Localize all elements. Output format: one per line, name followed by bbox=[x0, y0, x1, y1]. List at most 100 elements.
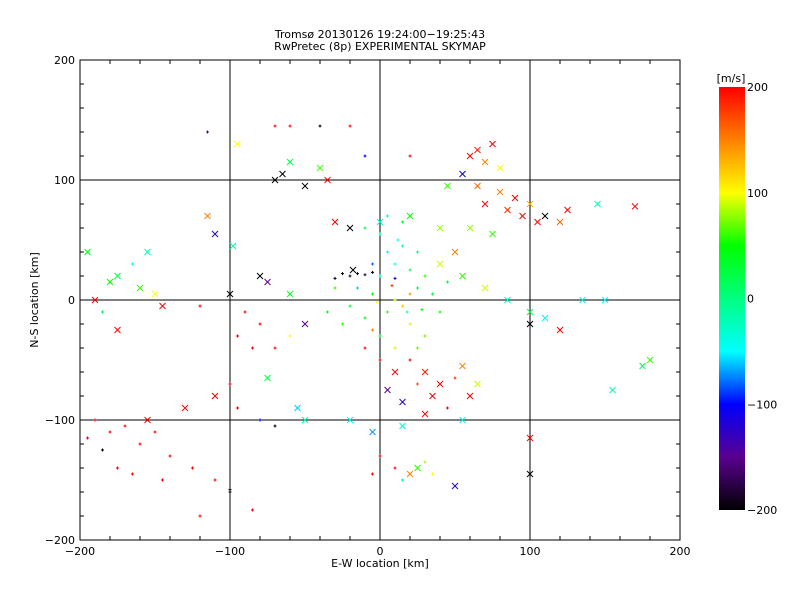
data-point-dot bbox=[371, 328, 374, 332]
data-point-dot bbox=[453, 376, 457, 380]
data-point-cross bbox=[316, 164, 324, 172]
data-point-cross bbox=[594, 200, 601, 208]
cross-stroke bbox=[286, 290, 294, 298]
cross-stroke bbox=[504, 206, 511, 214]
data-point-dot bbox=[393, 466, 397, 470]
data-point-dot bbox=[258, 418, 262, 422]
data-point-dot bbox=[161, 478, 164, 482]
cross-stroke bbox=[459, 272, 466, 280]
cross-stroke bbox=[331, 218, 339, 226]
data-point-dot bbox=[378, 232, 382, 236]
data-point-dot bbox=[396, 238, 400, 242]
cross-stroke bbox=[316, 164, 324, 172]
data-point-dot bbox=[393, 298, 397, 302]
cross-stroke bbox=[429, 392, 436, 400]
cross-stroke bbox=[541, 212, 549, 220]
cross-stroke bbox=[211, 230, 219, 238]
data-point-cross bbox=[474, 146, 481, 154]
cross-stroke bbox=[481, 158, 489, 166]
data-point-cross bbox=[234, 140, 241, 148]
cross-stroke bbox=[211, 392, 219, 400]
cross-stroke bbox=[519, 212, 526, 220]
y-tick-label: 0 bbox=[68, 294, 75, 307]
colorbar-tick-label: 100 bbox=[747, 187, 768, 200]
cross-stroke bbox=[114, 272, 121, 280]
data-point-cross bbox=[541, 314, 549, 322]
data-point-dot bbox=[386, 250, 389, 254]
data-point-dot bbox=[333, 276, 337, 280]
data-point-dot bbox=[198, 304, 202, 308]
cross-stroke bbox=[421, 368, 429, 376]
cross-stroke bbox=[451, 482, 459, 490]
data-point-dot bbox=[393, 346, 397, 350]
cross-stroke bbox=[556, 218, 564, 226]
data-point-cross bbox=[324, 176, 331, 184]
data-point-cross bbox=[526, 434, 534, 442]
cross-stroke bbox=[391, 368, 399, 376]
data-point-dot bbox=[333, 286, 337, 290]
cross-stroke bbox=[646, 356, 654, 364]
data-point-cross bbox=[459, 362, 466, 370]
cross-stroke bbox=[526, 434, 534, 442]
cross-stroke bbox=[286, 158, 294, 166]
cross-stroke bbox=[159, 302, 166, 310]
data-point-cross bbox=[91, 296, 99, 304]
cross-stroke bbox=[384, 386, 391, 394]
data-point-dot bbox=[191, 466, 194, 470]
cross-stroke bbox=[264, 374, 271, 382]
cross-stroke bbox=[151, 290, 159, 298]
cross-stroke bbox=[376, 218, 384, 226]
data-point-cross bbox=[466, 392, 474, 400]
cross-stroke bbox=[526, 470, 534, 478]
cross-stroke bbox=[564, 206, 571, 214]
cross-stroke bbox=[436, 224, 444, 232]
data-point-dot bbox=[401, 478, 404, 482]
cross-stroke bbox=[594, 200, 601, 208]
data-point-cross bbox=[346, 416, 354, 424]
cross-stroke bbox=[324, 176, 331, 184]
data-point-cross bbox=[286, 158, 294, 166]
cross-stroke bbox=[459, 170, 466, 178]
data-point-cross bbox=[349, 266, 357, 274]
data-point-dot bbox=[363, 316, 367, 320]
cross-stroke bbox=[301, 416, 309, 424]
data-point-cross bbox=[346, 224, 354, 232]
colorbar-tick-label: 200 bbox=[747, 81, 768, 94]
data-point-dot bbox=[251, 508, 254, 512]
cross-stroke bbox=[399, 422, 406, 430]
data-point-cross bbox=[451, 248, 459, 256]
data-point-dot bbox=[326, 310, 329, 314]
data-point-dot bbox=[378, 334, 382, 338]
data-point-dot bbox=[420, 308, 424, 312]
data-point-dot bbox=[405, 310, 409, 314]
cross-stroke bbox=[459, 362, 466, 370]
data-point-dot bbox=[356, 286, 359, 290]
data-point-dot bbox=[243, 310, 247, 314]
data-point-dot bbox=[363, 154, 367, 158]
data-point-dot bbox=[371, 262, 374, 266]
data-point-dot bbox=[228, 488, 232, 492]
data-point-dot bbox=[131, 262, 134, 266]
cross-stroke bbox=[136, 284, 144, 292]
data-point-cross bbox=[279, 170, 286, 178]
data-point-dot bbox=[408, 268, 412, 272]
data-point-cross bbox=[474, 182, 481, 190]
data-point-cross bbox=[436, 260, 444, 268]
data-point-cross bbox=[384, 386, 391, 394]
cross-stroke bbox=[106, 278, 114, 286]
colorbar-tick-label: −100 bbox=[747, 398, 777, 411]
cross-stroke bbox=[511, 194, 519, 202]
data-point-cross bbox=[631, 203, 639, 210]
y-tick-label: 100 bbox=[54, 174, 75, 187]
data-point-cross bbox=[504, 296, 511, 304]
data-point-cross bbox=[181, 404, 189, 412]
data-point-dot bbox=[288, 124, 292, 128]
data-point-dot bbox=[438, 310, 442, 314]
data-point-cross bbox=[301, 416, 309, 424]
data-point-dot bbox=[378, 274, 382, 278]
data-point-cross bbox=[331, 218, 339, 226]
colorbar-gradient bbox=[719, 87, 745, 510]
cross-stroke bbox=[459, 416, 466, 424]
data-point-dot bbox=[341, 272, 344, 276]
data-point-dot bbox=[386, 310, 389, 314]
